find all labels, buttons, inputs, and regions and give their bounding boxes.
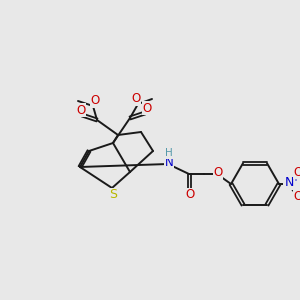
Text: O: O xyxy=(142,101,152,115)
Text: H: H xyxy=(165,148,173,158)
Text: N: N xyxy=(165,157,173,169)
Text: O: O xyxy=(131,92,141,106)
Text: O: O xyxy=(293,166,300,178)
Text: O: O xyxy=(185,188,195,202)
Text: O: O xyxy=(293,190,300,202)
Text: O: O xyxy=(76,103,85,116)
Text: N: N xyxy=(284,176,294,190)
Text: +: + xyxy=(291,173,299,183)
Text: S: S xyxy=(109,188,117,202)
Text: O: O xyxy=(213,167,223,179)
Text: O: O xyxy=(90,94,100,107)
